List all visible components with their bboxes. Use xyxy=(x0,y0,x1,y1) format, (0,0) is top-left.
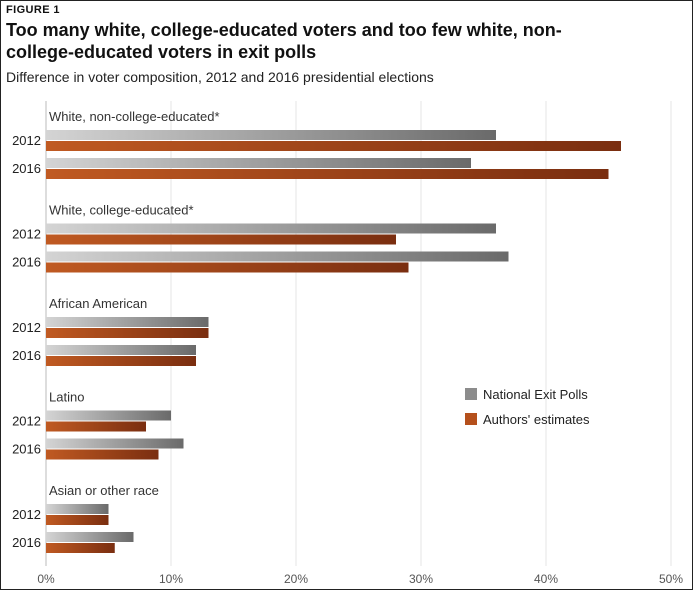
year-label: 2012 xyxy=(12,320,41,335)
bar-authors-estimate xyxy=(46,515,109,525)
labels: 0% 10% 20% 30% 40% 50% White, non-college-educ… xyxy=(12,109,683,586)
bar-authors-estimate xyxy=(46,356,196,366)
bar-authors-estimate xyxy=(46,449,159,460)
bar-authors-estimate xyxy=(46,421,146,432)
figure-label: FIGURE 1 xyxy=(6,4,60,16)
year-label: 2016 xyxy=(12,535,41,550)
bar-exit-polls xyxy=(46,410,171,421)
category-label: Latino xyxy=(49,390,84,405)
year-label: 2016 xyxy=(12,255,41,270)
year-label: 2012 xyxy=(12,507,41,522)
bar-exit-polls xyxy=(46,251,509,262)
x-tick-label: 30% xyxy=(409,572,433,586)
bar-exit-polls xyxy=(46,438,184,449)
bar-exit-polls xyxy=(46,158,471,168)
bar-exit-polls xyxy=(46,223,496,234)
x-tick-label: 50% xyxy=(659,572,683,586)
category-label: White, college-educated* xyxy=(49,203,194,218)
category-label: White, non-college-educated* xyxy=(49,109,220,124)
bar-authors-estimate xyxy=(46,262,409,273)
year-label: 2016 xyxy=(12,161,41,176)
category-label: Asian or other race xyxy=(49,483,159,498)
legend-swatch-exit-polls xyxy=(465,388,477,400)
bar-authors-estimate xyxy=(46,234,396,245)
bar-exit-polls xyxy=(46,317,209,327)
bar-authors-estimate xyxy=(46,141,621,151)
bar-exit-polls xyxy=(46,532,134,542)
year-label: 2012 xyxy=(12,133,41,148)
year-label: 2012 xyxy=(12,227,41,242)
x-tick-label: 20% xyxy=(284,572,308,586)
legend-swatch-authors xyxy=(465,413,477,425)
bar-authors-estimate xyxy=(46,543,115,553)
category-label: African American xyxy=(49,296,147,311)
x-tick-label: 0% xyxy=(37,572,55,586)
year-label: 2016 xyxy=(12,348,41,363)
bars xyxy=(46,130,621,553)
x-tick-label: 10% xyxy=(159,572,183,586)
bar-exit-polls xyxy=(46,345,196,355)
bar-authors-estimate xyxy=(46,169,609,179)
legend-label: Authors' estimates xyxy=(483,412,590,427)
bar-exit-polls xyxy=(46,504,109,514)
chart-title: Too many white, college-educated voters … xyxy=(6,20,562,62)
year-label: 2012 xyxy=(12,414,41,429)
year-label: 2016 xyxy=(12,442,41,457)
legend-label: National Exit Polls xyxy=(483,387,588,402)
legend: National Exit Polls Authors' estimates xyxy=(465,387,590,427)
chart-subtitle: Difference in voter composition, 2012 an… xyxy=(6,69,434,85)
bar-authors-estimate xyxy=(46,328,209,338)
x-tick-label: 40% xyxy=(534,572,558,586)
bar-exit-polls xyxy=(46,130,496,140)
